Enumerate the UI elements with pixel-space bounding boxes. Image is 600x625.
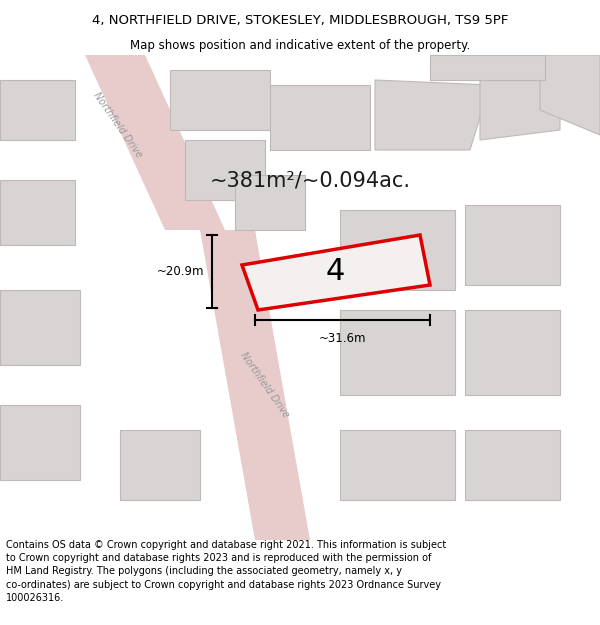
Polygon shape <box>235 175 305 230</box>
Polygon shape <box>375 80 490 150</box>
Polygon shape <box>200 230 310 540</box>
Text: 4, NORTHFIELD DRIVE, STOKESLEY, MIDDLESBROUGH, TS9 5PF: 4, NORTHFIELD DRIVE, STOKESLEY, MIDDLESB… <box>92 14 508 27</box>
Polygon shape <box>0 290 80 365</box>
Polygon shape <box>0 80 75 140</box>
Text: Contains OS data © Crown copyright and database right 2021. This information is : Contains OS data © Crown copyright and d… <box>6 540 446 602</box>
Text: Northfield Drive: Northfield Drive <box>92 91 145 159</box>
Polygon shape <box>242 235 430 310</box>
Polygon shape <box>340 310 455 395</box>
Text: ~31.6m: ~31.6m <box>319 332 366 345</box>
Text: 4: 4 <box>325 258 344 286</box>
Polygon shape <box>170 70 270 130</box>
Polygon shape <box>270 85 370 150</box>
Polygon shape <box>340 210 455 290</box>
Polygon shape <box>85 55 225 230</box>
Polygon shape <box>465 430 560 500</box>
Polygon shape <box>480 80 560 140</box>
Polygon shape <box>120 430 200 500</box>
Text: Map shows position and indicative extent of the property.: Map shows position and indicative extent… <box>130 39 470 51</box>
Polygon shape <box>430 55 545 80</box>
Text: ~381m²/~0.094ac.: ~381m²/~0.094ac. <box>209 170 410 190</box>
Polygon shape <box>0 180 75 245</box>
Text: ~20.9m: ~20.9m <box>157 265 204 278</box>
Polygon shape <box>340 430 455 500</box>
Polygon shape <box>465 310 560 395</box>
Polygon shape <box>0 405 80 480</box>
Polygon shape <box>185 140 265 200</box>
Text: Northfield Drive: Northfield Drive <box>239 351 292 419</box>
Polygon shape <box>465 205 560 285</box>
Polygon shape <box>540 55 600 135</box>
